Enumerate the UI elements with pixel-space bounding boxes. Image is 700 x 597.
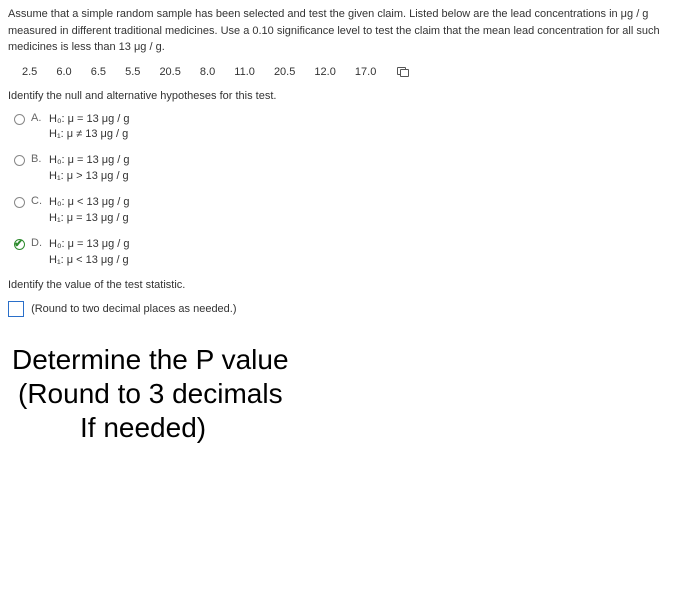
option-letter: A. xyxy=(31,112,49,124)
option-a[interactable]: A. H₀: μ = 13 μg / g H₁: μ ≠ 13 μg / g xyxy=(14,112,692,144)
h1-line: H₁: μ = 13 μg / g xyxy=(49,211,130,227)
radio-c[interactable] xyxy=(14,197,25,208)
option-b[interactable]: B. H₀: μ = 13 μg / g H₁: μ > 13 μg / g xyxy=(14,153,692,185)
data-value: 6.5 xyxy=(91,66,106,78)
option-text: H₀: μ = 13 μg / g H₁: μ > 13 μg / g xyxy=(49,153,130,185)
data-value: 8.0 xyxy=(200,66,215,78)
option-text: H₀: μ = 13 μg / g H₁: μ ≠ 13 μg / g xyxy=(49,112,130,144)
data-values-row: 2.5 6.0 6.5 5.5 20.5 8.0 11.0 20.5 12.0 … xyxy=(8,66,692,78)
radio-a[interactable] xyxy=(14,114,25,125)
data-value: 11.0 xyxy=(234,66,255,78)
option-d[interactable]: D. H₀: μ = 13 μg / g H₁: μ < 13 μg / g xyxy=(14,237,692,269)
option-letter: C. xyxy=(31,195,49,207)
hypotheses-question-label: Identify the null and alternative hypoth… xyxy=(8,90,692,102)
data-value: 5.5 xyxy=(125,66,140,78)
h1-line: H₁: μ ≠ 13 μg / g xyxy=(49,127,130,143)
problem-statement: Assume that a simple random sample has b… xyxy=(8,6,692,56)
option-letter: D. xyxy=(31,237,49,249)
h0-line: H₀: μ = 13 μg / g xyxy=(49,153,130,169)
option-letter: B. xyxy=(31,153,49,165)
p-value-line-2: (Round to 3 decimals xyxy=(8,377,692,411)
data-value: 20.5 xyxy=(159,66,180,78)
data-value: 2.5 xyxy=(22,66,37,78)
option-c[interactable]: C. H₀: μ < 13 μg / g H₁: μ = 13 μg / g xyxy=(14,195,692,227)
h0-line: H₀: μ = 13 μg / g xyxy=(49,237,130,253)
round-note: (Round to two decimal places as needed.) xyxy=(31,303,236,315)
radio-d[interactable] xyxy=(14,239,25,250)
test-statistic-input[interactable] xyxy=(8,301,24,317)
p-value-line-3: If needed) xyxy=(8,411,692,445)
h1-line: H₁: μ < 13 μg / g xyxy=(49,253,130,269)
h0-line: H₀: μ = 13 μg / g xyxy=(49,112,130,128)
option-text: H₀: μ = 13 μg / g H₁: μ < 13 μg / g xyxy=(49,237,130,269)
data-value: 20.5 xyxy=(274,66,295,78)
data-value: 17.0 xyxy=(355,66,376,78)
p-value-line-1: Determine the P value xyxy=(8,343,692,377)
radio-b[interactable] xyxy=(14,155,25,166)
test-statistic-question-label: Identify the value of the test statistic… xyxy=(8,279,692,291)
h1-line: H₁: μ > 13 μg / g xyxy=(49,169,130,185)
data-value: 12.0 xyxy=(314,66,335,78)
copy-data-icon[interactable] xyxy=(397,67,408,76)
data-value: 6.0 xyxy=(56,66,71,78)
p-value-instruction: Determine the P value (Round to 3 decima… xyxy=(8,343,692,445)
option-text: H₀: μ < 13 μg / g H₁: μ = 13 μg / g xyxy=(49,195,130,227)
h0-line: H₀: μ < 13 μg / g xyxy=(49,195,130,211)
options-group: A. H₀: μ = 13 μg / g H₁: μ ≠ 13 μg / g B… xyxy=(14,112,692,270)
